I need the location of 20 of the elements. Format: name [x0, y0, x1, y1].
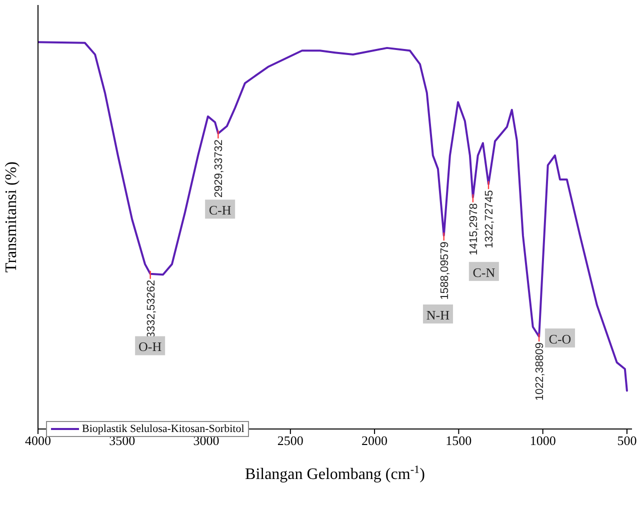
- x-tick-label: 1000: [530, 433, 556, 448]
- x-tick-label: 500: [617, 433, 637, 448]
- y-axis-title: Transmitansi (%): [3, 162, 20, 272]
- legend-label: Bioplastik Selulosa-Kitosan-Sorbitol: [82, 423, 244, 435]
- x-tick-label: 2500: [277, 433, 304, 448]
- x-tick-label: 4000: [25, 433, 51, 448]
- annotation: C-N: [472, 264, 496, 280]
- annotation: 2929,33732: [213, 139, 226, 198]
- annotation: 3332,53262: [145, 280, 158, 338]
- annotation: 1588,09579: [438, 242, 451, 300]
- annotation: 1415,2978: [468, 203, 480, 256]
- annotation: N-H: [426, 307, 450, 322]
- annotation: C-O: [548, 331, 572, 346]
- x-axis-title: Bilangan Gelombang (cm$^{-1}$): [245, 464, 425, 483]
- annotation: 1322,72745: [484, 190, 496, 248]
- annotation: O-H: [138, 339, 162, 354]
- x-tick-label: 1500: [446, 433, 472, 448]
- x-tick-label: 2000: [362, 433, 388, 448]
- annotation: 1022,38809: [534, 342, 546, 401]
- annotation: C-H: [208, 202, 232, 218]
